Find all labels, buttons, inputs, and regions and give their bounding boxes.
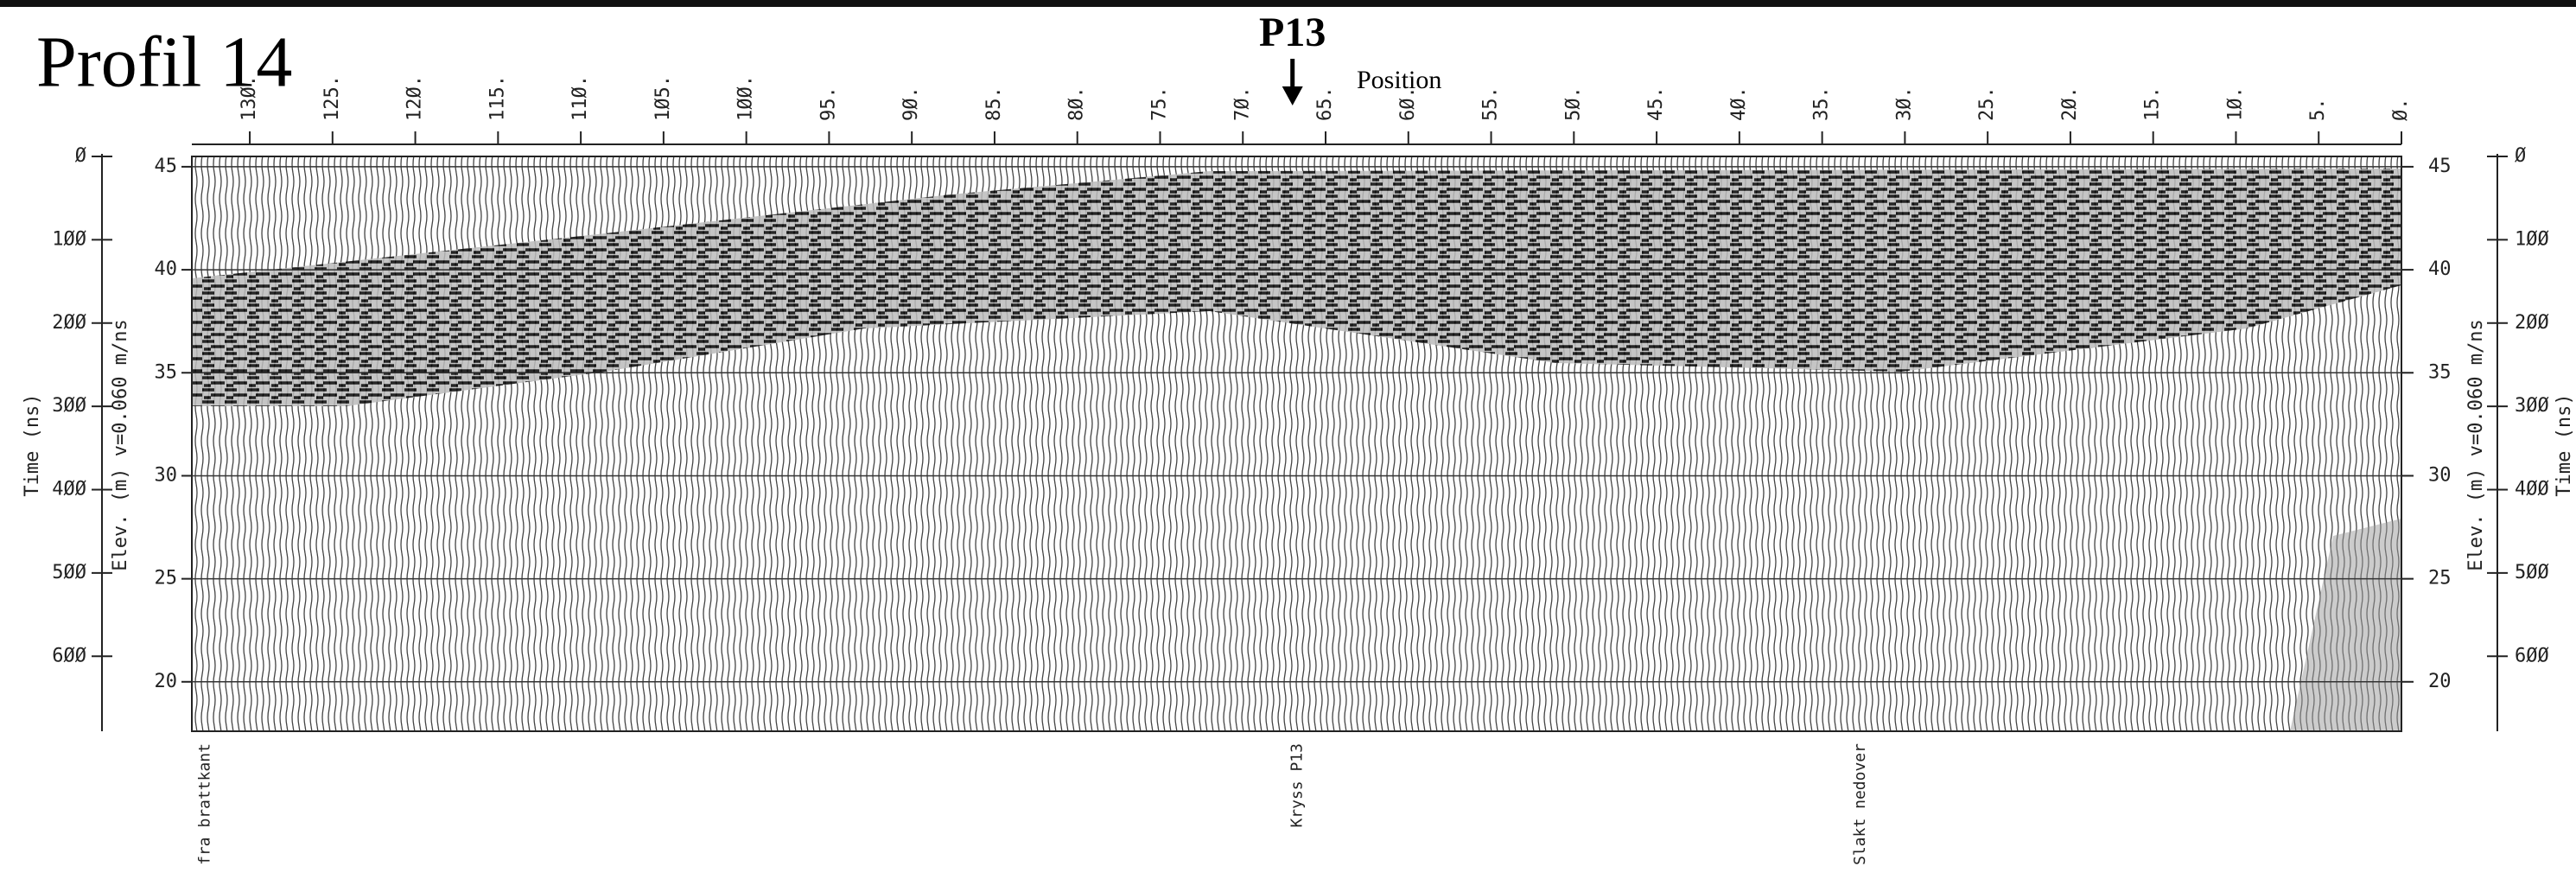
x-tick-label: 55. [1480, 86, 1502, 121]
x-axis-label: Position [1357, 66, 1441, 94]
x-tick-label: 75. [1148, 86, 1170, 121]
x-tick-label: 1Ø5. [652, 75, 674, 121]
y2-tick-label-right: 5ØØ [2515, 562, 2549, 583]
y2-tick-label-right: Ø [2515, 145, 2526, 167]
chart-title: Profil 14 [36, 22, 292, 102]
y-tick-label-right: 30 [2428, 464, 2452, 486]
x-tick-label: 95. [817, 86, 839, 121]
y-tick-label: 40 [155, 258, 178, 280]
marker-arrow-head [1282, 86, 1303, 105]
plot-frame [191, 156, 2402, 732]
x-tick-label: 4Ø. [1728, 86, 1750, 121]
reflection-band [192, 169, 2401, 406]
y2-tick-label-right: 3ØØ [2515, 395, 2549, 417]
y2-tick-label: 5ØØ [52, 562, 86, 583]
x-tick-label: 15. [2142, 86, 2164, 121]
x-tick-label: 125. [321, 75, 343, 121]
y-tick-label: 25 [155, 568, 178, 589]
x-tick-label: 35. [1811, 86, 1833, 121]
x-tick-label: 85. [983, 86, 1005, 121]
y-tick-label: 35 [155, 361, 178, 383]
x-tick-label: 7Ø. [1231, 86, 1253, 121]
x-tick-label: 13Ø. [239, 75, 260, 121]
y-tick-label-right: 35 [2428, 361, 2452, 383]
x-tick-label: 1Ø. [2224, 86, 2246, 121]
top-border [0, 0, 2576, 7]
x-tick-label: Ø. [2390, 99, 2412, 122]
x-tick-label: 115. [487, 75, 508, 121]
y2-axis-label: Time (ns) [22, 393, 43, 496]
y2-tick-label: 1ØØ [52, 228, 86, 250]
y-axis-label: Elev. (m) v=0.060 m/ns [110, 319, 131, 570]
y2-tick-label: 4ØØ [52, 479, 86, 500]
x-tick-label: 12Ø. [404, 75, 426, 121]
y-tick-label-right: 45 [2428, 156, 2452, 177]
annotation: 3m fra brattkant [196, 743, 214, 873]
y2-tick-label: 6ØØ [52, 645, 86, 666]
y-tick-label-right: 20 [2428, 671, 2452, 692]
x-tick-label: 11Ø. [569, 75, 591, 121]
x-tick-label: 5. [2307, 99, 2329, 122]
y2-tick-label-right: 1ØØ [2515, 228, 2549, 250]
noise-zone [2290, 519, 2401, 731]
y-tick-label: 20 [155, 671, 178, 692]
y-tick-label-right: 40 [2428, 258, 2452, 280]
x-tick-label: 6Ø. [1397, 86, 1419, 121]
y-tick-label: 30 [155, 464, 178, 486]
y-axis-label-right: Elev. (m) v=0.060 m/ns [2465, 319, 2487, 570]
y2-tick-label: 3ØØ [52, 395, 86, 417]
x-tick-label: 65. [1314, 86, 1336, 121]
y-tick-label-right: 25 [2428, 568, 2452, 589]
x-tick-label: 1ØØ. [735, 75, 757, 121]
y2-tick-label-right: 4ØØ [2515, 479, 2549, 500]
y2-axis-label-right: Time (ns) [2554, 393, 2575, 496]
y2-tick-label-right: 2ØØ [2515, 312, 2549, 334]
y2-tick-label: Ø [75, 145, 86, 167]
x-tick-label: 25. [1976, 86, 1998, 121]
x-tick-label: 8Ø. [1066, 86, 1088, 121]
x-tick-label: 45. [1645, 86, 1667, 121]
annotation: Slakt nedover [1851, 743, 1869, 865]
x-tick-label: 3Ø. [1893, 86, 1915, 121]
x-tick-label: 2Ø. [2059, 86, 2081, 121]
y2-tick-label-right: 6ØØ [2515, 645, 2549, 666]
y-tick-label: 45 [155, 156, 178, 177]
x-tick-label: 9Ø. [900, 86, 922, 121]
y2-tick-label: 2ØØ [52, 312, 86, 334]
annotation: Kryss P13 [1288, 743, 1307, 828]
x-tick-label: 5Ø. [1562, 86, 1584, 121]
marker-label: P13 [1259, 10, 1326, 55]
